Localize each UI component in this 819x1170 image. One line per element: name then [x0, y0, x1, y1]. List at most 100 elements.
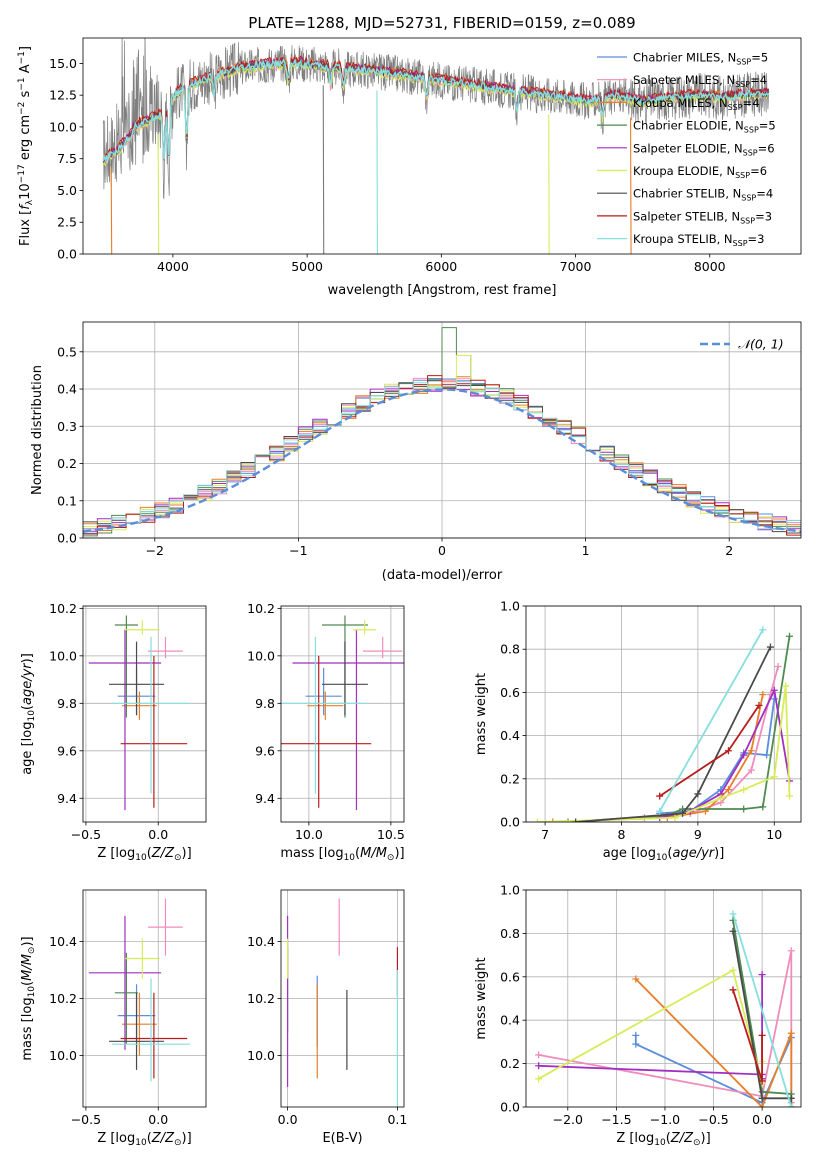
- mass-vs-EBV-plot-area: [286, 898, 399, 1107]
- weight-marker: [724, 747, 732, 755]
- age-vs-mass-ytick-label: 9.4: [255, 791, 275, 806]
- weight-vs-age-ytick-label: 0.4: [500, 728, 520, 743]
- spectrum-plot-area: [102, 38, 770, 254]
- weight-marker: [740, 805, 748, 813]
- spectrum-xlabel: wavelength [Angstrom, rest frame]: [328, 283, 557, 298]
- spectrum-model-salpeter-stelib: [102, 55, 770, 162]
- spectrum-ytick-label: 5.0: [57, 183, 77, 198]
- errorbar-point: [281, 655, 372, 808]
- weight-marker: [758, 1094, 766, 1102]
- age-vs-Z-plot-area: [88, 615, 191, 811]
- residuals-ytick-label: 0.5: [57, 344, 77, 359]
- age-vs-Z-xlabel: Z [log10(Z/Z⊙)]: [97, 846, 191, 863]
- spectrum-deep-dip: [376, 90, 378, 254]
- weight-vs-Z-ylabel: mass weight: [474, 957, 489, 1039]
- age-vs-Z-ytick-label: 9.6: [57, 743, 77, 758]
- residuals-ytick-label: 0.3: [57, 419, 77, 434]
- legend-model-name: Chabrier ELODIE: [633, 119, 728, 133]
- weight-marker: [763, 751, 771, 759]
- weight-vs-age-ylabel: mass weight: [474, 673, 489, 755]
- mass-vs-EBV-panel: 0.0 0.1 10.0 10.2 10.4 E(B-V): [247, 889, 407, 1146]
- weight-vs-age-plot-area: [533, 626, 794, 822]
- mass-vs-EBV-ytick-label: 10.0: [247, 1048, 275, 1063]
- weight-vs-age-ytick-label: 0.2: [500, 771, 520, 786]
- weight-vs-Z-panel: −2.0 −1.5 −1.0 −0.5 0.0 0.0 0.2 0.4 0.6 0.8 1.0 Z […: [474, 883, 802, 1148]
- weight-marker: [747, 747, 755, 755]
- weight-vs-age-xtick-label: 8: [618, 827, 626, 842]
- weight-marker: [656, 792, 664, 800]
- mass-vs-Z-plot-area: [88, 898, 191, 1082]
- residuals-xlabel: (data-model)/error: [382, 568, 503, 583]
- spectrum-ytick-label: 12.5: [49, 88, 77, 103]
- legend-label: Salpeter ELODIE, NSSP=6: [633, 141, 775, 157]
- mass-vs-Z-xtick-label: −0.5: [71, 1112, 101, 1127]
- spectrum-xtick-label: 8000: [694, 259, 726, 274]
- spectrum-model-kroupa-stelib: [102, 58, 770, 163]
- weight-vs-Z-ytick-label: 0.8: [500, 926, 520, 941]
- weight-marker: [787, 947, 795, 955]
- errorbar-point: [120, 655, 188, 808]
- weight-marker: [717, 794, 725, 802]
- weight-marker: [770, 773, 778, 781]
- mass-vs-EBV-axes-frame: [280, 889, 405, 1108]
- age-vs-mass-ytick-label: 9.6: [255, 743, 275, 758]
- spectrum-deep-dip: [322, 85, 325, 254]
- weight-marker: [656, 807, 664, 815]
- weight-vs-age-ytick-label: 0.8: [500, 642, 520, 657]
- weight-marker: [740, 786, 748, 794]
- weight-marker: [759, 691, 767, 699]
- residuals-axes-frame: [82, 321, 802, 539]
- legend-model-name: Kroupa MILES: [633, 96, 712, 110]
- weight-line-kroupa-miles: [635, 978, 793, 1107]
- mass-vs-EBV-xlabel: E(B-V): [322, 1131, 362, 1146]
- weight-vs-Z-xtick-label: −1.5: [601, 1112, 631, 1127]
- weight-marker: [564, 818, 572, 822]
- legend-label: Chabrier STELIB, NSSP=4: [633, 187, 773, 203]
- weight-line-salpeter-elodie: [538, 974, 763, 1079]
- weight-vs-age-xtick-label: 7: [541, 827, 549, 842]
- weight-marker: [694, 790, 702, 798]
- weight-marker: [759, 803, 767, 811]
- mass-vs-Z-xlabel: Z [log10(Z/Z⊙)]: [97, 1131, 191, 1148]
- age-vs-Z-ylabel: age [log10(age/yr)]: [20, 653, 37, 775]
- mass-vs-EBV-xtick-label: 0.1: [387, 1112, 407, 1127]
- age-vs-mass-plot-area: [281, 615, 404, 811]
- weight-vs-age-ytick-label: 0.6: [500, 685, 520, 700]
- errorbar-point: [148, 636, 183, 659]
- weight-line-salpeter-elodie: [659, 687, 791, 819]
- age-vs-mass-axes-frame: [280, 605, 405, 823]
- errorbar-point: [109, 992, 165, 1070]
- weight-marker: [729, 910, 737, 918]
- weight-vs-Z-axes-frame: [525, 889, 802, 1108]
- histogram-salpeter-stelib: [83, 375, 801, 536]
- spectrum-ytick-label: 7.5: [57, 151, 77, 166]
- mass-vs-Z-xtick-label: 0.0: [148, 1112, 168, 1127]
- age-vs-mass-panel: 10.0 10.5 9.4 9.6 9.8 10.0 10.2 mass [log10(M/M…: [247, 601, 405, 863]
- weight-vs-Z-xtick-label: −1.0: [650, 1112, 680, 1127]
- age-vs-mass-xtick-label: 10.5: [377, 827, 405, 842]
- age-vs-Z-ytick-label: 10.0: [49, 648, 77, 663]
- weight-marker: [786, 792, 794, 800]
- legend-nssp-value: 5: [761, 51, 768, 65]
- age-vs-Z-ytick-label: 9.4: [57, 791, 77, 806]
- weight-vs-Z-ytick-label: 0.6: [500, 969, 520, 984]
- age-vs-Z-ytick-label: 9.8: [57, 696, 77, 711]
- weight-line-salpeter-miles: [538, 950, 793, 1103]
- weight-vs-age-ytick-label: 0.0: [500, 815, 520, 830]
- spectrum-xtick-label: 7000: [560, 259, 592, 274]
- spectrum-deep-dip: [548, 114, 550, 254]
- residuals-xtick-label: −1: [289, 543, 307, 558]
- age-vs-mass-ytick-label: 10.0: [247, 648, 275, 663]
- mass-vs-Z-ylabel: mass [log10(M/M⊙)]: [20, 936, 37, 1060]
- spectrum-legend: Chabrier MILES, NSSP=5 Salpeter MILES, NS…: [597, 51, 776, 248]
- legend-label: Salpeter STELIB, NSSP=3: [633, 209, 772, 225]
- figure-title: PLATE=1288, MJD=52731, FIBERID=0159, z=0…: [248, 14, 635, 32]
- age-vs-mass-xlabel: mass [log10(M/M⊙)]: [280, 846, 404, 863]
- errorbar-point: [111, 636, 191, 794]
- weight-marker: [782, 682, 790, 690]
- weight-marker: [632, 1040, 640, 1048]
- age-vs-Z-xtick-label: 0.0: [148, 827, 168, 842]
- residuals-ytick-label: 0.2: [57, 456, 77, 471]
- spectrum-deep-dip: [630, 117, 632, 254]
- errorbar-point: [281, 636, 367, 794]
